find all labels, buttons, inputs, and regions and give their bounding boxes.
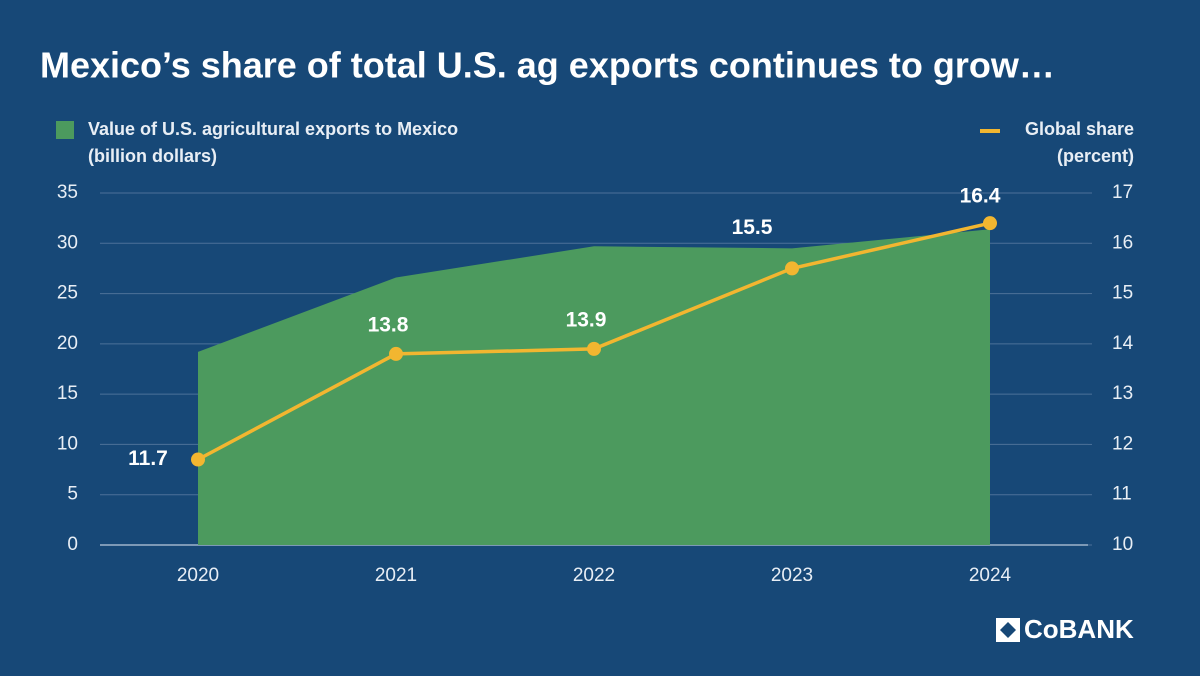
y-tick-label: 0 xyxy=(67,534,78,555)
x-tick-label: 2024 xyxy=(969,565,1012,586)
y2-tick-label: 13 xyxy=(1112,383,1133,404)
logo-icon-cut xyxy=(1000,622,1016,638)
line-point xyxy=(785,261,799,276)
x-tick-label: 2021 xyxy=(375,565,417,586)
line-point xyxy=(587,341,601,356)
value-label: 13.9 xyxy=(566,308,607,331)
logo: CoBANK xyxy=(996,614,1134,644)
legend-unit: (percent) xyxy=(1057,146,1134,166)
line-point xyxy=(389,346,403,361)
x-tick-label: 2020 xyxy=(177,565,219,586)
logo-text: CoBANK xyxy=(1024,614,1134,644)
y-tick-label: 20 xyxy=(57,333,78,354)
y2-tick-label: 17 xyxy=(1112,182,1133,203)
legend-label: Global share xyxy=(1025,119,1134,139)
y-tick-label: 15 xyxy=(57,383,78,404)
value-label: 16.4 xyxy=(960,185,1001,208)
x-tick-label: 2022 xyxy=(573,565,615,586)
line-point xyxy=(983,216,997,231)
y2-tick-label: 14 xyxy=(1112,333,1134,354)
legend-swatch-area xyxy=(56,121,74,139)
y-tick-label: 10 xyxy=(57,433,78,454)
y-tick-label: 35 xyxy=(57,182,78,203)
y-tick-label: 5 xyxy=(67,484,78,505)
chart-title: Mexico’s share of total U.S. ag exports … xyxy=(40,45,1055,86)
x-tick-label: 2023 xyxy=(771,565,813,586)
line-point xyxy=(191,452,205,467)
value-label: 13.8 xyxy=(368,313,409,336)
y2-tick-label: 12 xyxy=(1112,433,1133,454)
y2-tick-label: 10 xyxy=(1112,534,1133,555)
y-tick-label: 30 xyxy=(57,232,78,253)
y-tick-label: 25 xyxy=(57,283,78,304)
legend-label: Value of U.S. agricultural exports to Me… xyxy=(88,119,458,139)
y2-tick-label: 15 xyxy=(1112,283,1133,304)
value-label: 11.7 xyxy=(128,447,168,470)
value-label: 15.5 xyxy=(732,216,773,239)
area xyxy=(198,229,990,545)
y2-tick-label: 16 xyxy=(1112,232,1133,253)
legend-unit: (billion dollars) xyxy=(88,146,217,166)
y2-tick-label: 11 xyxy=(1112,484,1132,505)
